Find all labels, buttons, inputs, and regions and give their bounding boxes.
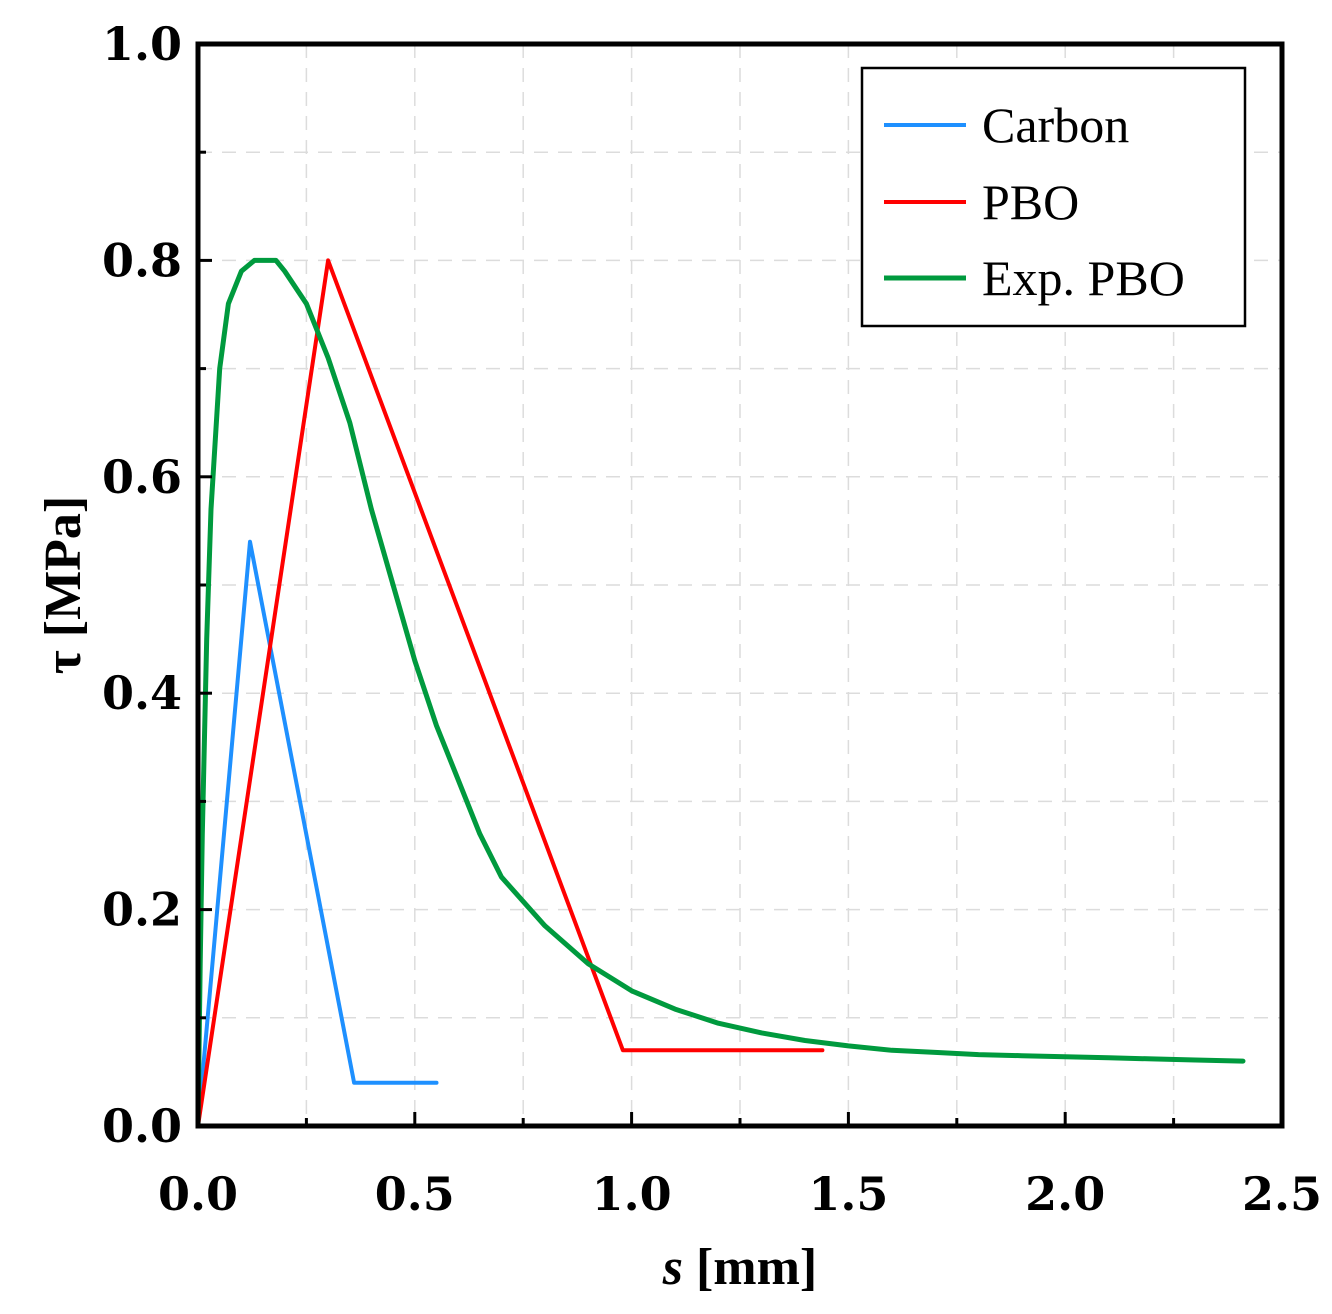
data-series: [195, 257, 1246, 1129]
legend-box: [860, 66, 1247, 328]
legend: Carbon PBO Exp. PBO: [860, 66, 1247, 328]
x-axis-unit: [mm]: [683, 1239, 817, 1296]
series-line-pbo: [196, 258, 825, 1128]
x-axis-label: s [mm]: [662, 1239, 818, 1296]
tick-labels: 0.0 0.5 1.0 1.5 2.0 2.5 0.0 0.2 0.4 0.6 0.8 1.0: [102, 17, 1322, 1221]
x-tick-label: 2.0: [1025, 1167, 1105, 1221]
y-tick-label: 0.8: [102, 233, 182, 287]
x-tick-label: 1.5: [808, 1167, 888, 1221]
y-axis-label: τ [MPa]: [35, 496, 92, 674]
series-line-carbon: [196, 539, 439, 1128]
x-tick-label: 2.5: [1242, 1167, 1322, 1221]
x-axis-variable: s: [662, 1239, 683, 1296]
y-tick-label: 0.2: [102, 883, 182, 937]
y-tick-label: 0.6: [102, 450, 182, 504]
series-line-exp-pbo: [195, 257, 1246, 1129]
y-tick-label: 0.4: [102, 666, 182, 720]
y-tick-label: 1.0: [102, 17, 182, 71]
x-tick-label: 1.0: [592, 1167, 672, 1221]
legend-label: PBO: [982, 174, 1079, 230]
axis-ticks: [196, 42, 1284, 1128]
x-tick-label: 0.0: [158, 1167, 238, 1221]
x-tick-label: 0.5: [375, 1167, 455, 1221]
legend-label: Carbon: [982, 97, 1129, 153]
legend-label: Exp. PBO: [982, 250, 1185, 306]
y-tick-label: 0.0: [102, 1099, 182, 1153]
